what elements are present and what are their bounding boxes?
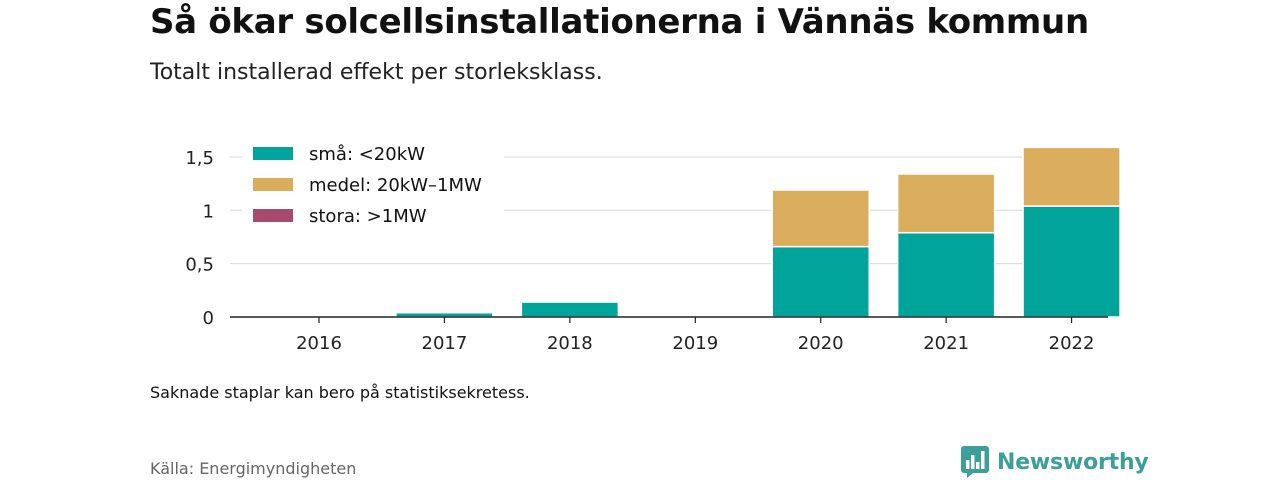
x-tick-labels: 2016 2017 2018 2019 2020 2021 2022 xyxy=(296,317,1094,354)
chart-title: Så ökar solcellsinstallationerna i Vännä… xyxy=(150,2,1089,42)
x-tick-label: 2020 xyxy=(798,333,844,354)
legend-label: medel: 20kW–1MW xyxy=(309,175,482,196)
y-tick-label: 1,5 xyxy=(185,148,214,169)
bar-segment xyxy=(1022,205,1121,318)
x-tick-label: 2018 xyxy=(547,333,593,354)
y-tick-label: 0,5 xyxy=(185,255,214,276)
legend-label: stora: >1MW xyxy=(309,206,427,227)
bars xyxy=(395,146,1121,318)
footnote: Saknade staplar kan bero på statistiksek… xyxy=(150,383,530,402)
brand-name: Newsworthy xyxy=(997,449,1149,475)
x-tick-label: 2019 xyxy=(672,333,718,354)
bar-segment xyxy=(896,173,996,234)
legend: små: <20kW medel: 20kW–1MW stora: >1MW xyxy=(242,138,504,234)
newsworthy-logo-icon xyxy=(961,446,989,478)
bar-segment xyxy=(771,245,870,318)
bar-segment xyxy=(771,189,870,248)
x-tick-label: 2016 xyxy=(296,333,342,354)
legend-swatch xyxy=(253,178,293,191)
y-tick-label: 0 xyxy=(203,308,214,329)
bar-segment xyxy=(520,301,620,318)
bar-segment xyxy=(896,231,996,318)
chart-subtitle: Totalt installerad effekt per storlekskl… xyxy=(150,60,603,85)
legend-swatch xyxy=(253,209,293,222)
x-tick-label: 2017 xyxy=(422,333,468,354)
y-tick-label: 1 xyxy=(203,201,214,222)
source-text: Källa: Energimyndigheten xyxy=(150,459,357,478)
brand-logo[interactable]: Newsworthy xyxy=(961,446,1149,478)
y-tick-labels: 0 0,5 1 1,5 xyxy=(185,148,214,329)
legend-label: små: <20kW xyxy=(309,144,425,165)
x-tick-label: 2021 xyxy=(923,333,969,354)
bar-segment xyxy=(1022,146,1121,207)
x-tick-label: 2022 xyxy=(1049,333,1095,354)
legend-swatch xyxy=(253,147,293,160)
